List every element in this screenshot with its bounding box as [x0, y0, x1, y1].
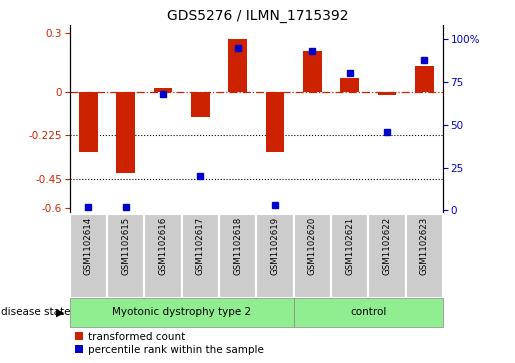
Bar — [368, 214, 406, 298]
Bar — [340, 78, 359, 91]
Bar — [153, 88, 172, 91]
Text: GSM1102614: GSM1102614 — [84, 217, 93, 275]
Text: GSM1102621: GSM1102621 — [345, 217, 354, 275]
Bar — [144, 214, 181, 298]
Text: GSM1102617: GSM1102617 — [196, 217, 204, 275]
Bar — [415, 66, 434, 91]
Text: GDS5276 / ILMN_1715392: GDS5276 / ILMN_1715392 — [167, 9, 348, 23]
Bar — [219, 214, 256, 298]
Text: GSM1102616: GSM1102616 — [159, 217, 167, 275]
Bar — [191, 91, 210, 117]
Text: control: control — [350, 307, 386, 317]
Bar — [294, 214, 331, 298]
Bar — [107, 214, 144, 298]
Text: GSM1102623: GSM1102623 — [420, 217, 428, 275]
Bar — [303, 51, 321, 91]
Bar — [256, 214, 294, 298]
Text: GSM1102615: GSM1102615 — [121, 217, 130, 275]
Bar — [294, 298, 443, 327]
Text: Myotonic dystrophy type 2: Myotonic dystrophy type 2 — [112, 307, 251, 317]
Bar — [406, 214, 443, 298]
Text: GSM1102618: GSM1102618 — [233, 217, 242, 275]
Bar — [79, 91, 97, 152]
Text: GSM1102619: GSM1102619 — [270, 217, 279, 275]
Text: GSM1102620: GSM1102620 — [308, 217, 317, 275]
Bar — [70, 298, 294, 327]
Text: GSM1102622: GSM1102622 — [383, 217, 391, 275]
Legend: transformed count, percentile rank within the sample: transformed count, percentile rank withi… — [75, 332, 264, 355]
Bar — [228, 39, 247, 91]
Bar — [331, 214, 368, 298]
Bar — [377, 91, 396, 95]
Text: disease state: disease state — [1, 307, 71, 317]
Bar — [266, 91, 284, 152]
Bar — [70, 214, 107, 298]
Bar — [116, 91, 135, 173]
Bar — [182, 214, 219, 298]
Text: ▶: ▶ — [56, 307, 64, 317]
